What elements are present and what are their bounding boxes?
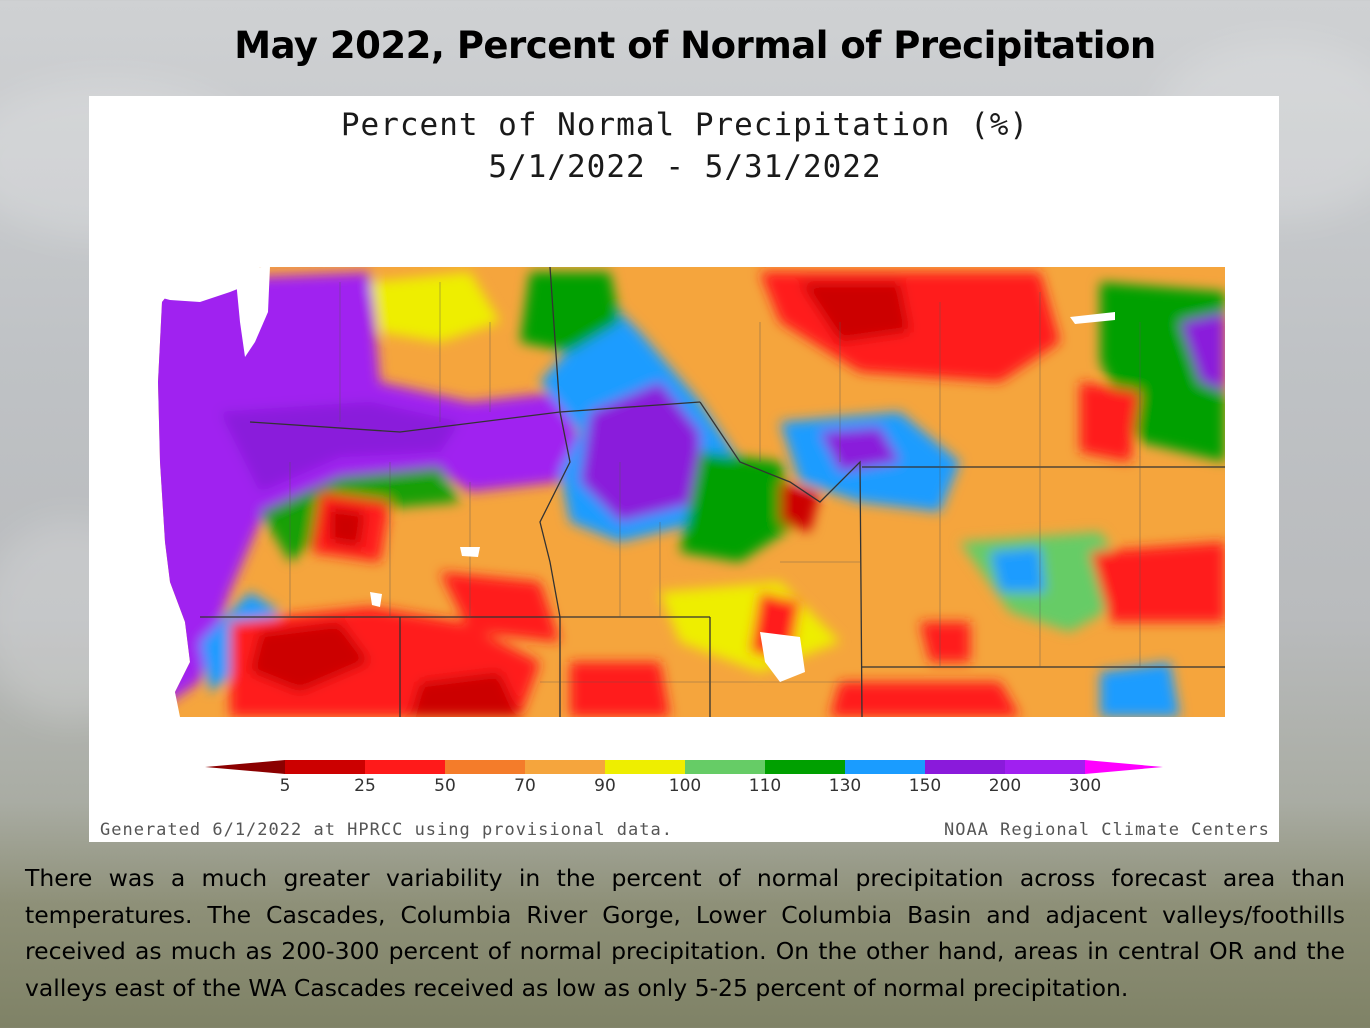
slide-description: There was a much greater variability in … (25, 864, 1345, 1002)
legend-arrow-low (205, 760, 285, 774)
legend-tick-label: 110 (748, 776, 782, 796)
legend-swatch (925, 760, 1005, 774)
legend-tick-label: 50 (434, 776, 456, 796)
legend-swatch (1005, 760, 1085, 774)
legend-swatch (285, 760, 365, 774)
legend-tick-label: 300 (1068, 776, 1102, 796)
legend-swatch (605, 760, 685, 774)
legend-tick-label: 130 (828, 776, 862, 796)
legend-swatch (525, 760, 605, 774)
county-borders (289, 282, 1141, 683)
state-borders (200, 266, 1225, 718)
legend-tick-label: 70 (514, 776, 536, 796)
map-title-line2: 5/1/2022 - 5/31/2022 (488, 149, 882, 185)
color-legend (205, 760, 1163, 774)
legend-swatch (685, 760, 765, 774)
footer-generated-note: Generated 6/1/2022 at HPRCC using provis… (100, 820, 673, 840)
legend-swatch (765, 760, 845, 774)
map-title-line1: Percent of Normal Precipitation (%) (340, 107, 1030, 143)
legend-tick-label: 100 (668, 776, 702, 796)
legend-swatch (845, 760, 925, 774)
legend-tick-label: 90 (594, 776, 616, 796)
map-title: Percent of Normal Precipitation (%) 5/1/… (0, 104, 1370, 188)
precipitation-map (140, 262, 1225, 718)
legend-tick-label: 5 (279, 776, 291, 796)
footer-source-note: NOAA Regional Climate Centers (944, 820, 1270, 840)
legend-swatch (445, 760, 525, 774)
legend-tick-label: 200 (988, 776, 1022, 796)
legend-arrow-high (1085, 760, 1163, 774)
water-bodies (140, 262, 1115, 682)
legend-tick-label: 150 (908, 776, 942, 796)
slide-title: May 2022, Percent of Normal of Precipita… (234, 24, 1156, 67)
legend-tick-label: 25 (354, 776, 376, 796)
precip-field (158, 267, 1225, 717)
legend-swatch (365, 760, 445, 774)
